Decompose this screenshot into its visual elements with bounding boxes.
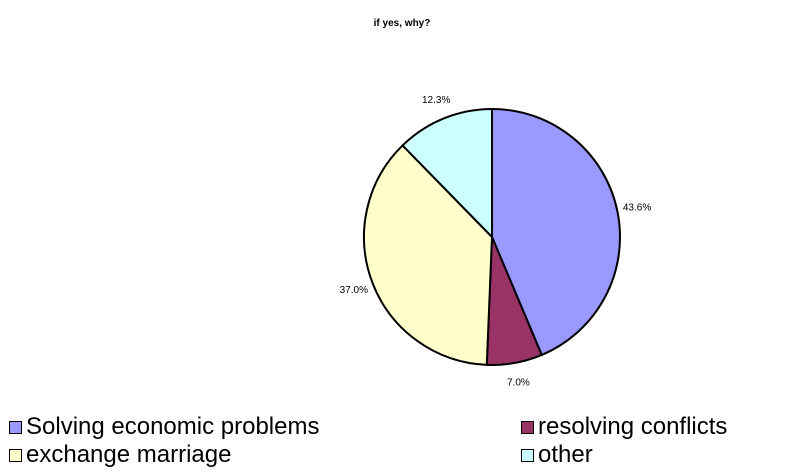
pie-slice-0 [491,107,621,357]
pie-slice-2 [363,144,494,366]
legend-swatch [521,448,534,462]
legend-label: resolving conflicts [538,413,728,440]
legend-item-solving-economic-problems: Solving economic problems [9,415,319,439]
chart-title: if yes, why? [373,18,431,29]
legend-swatch [9,420,22,434]
legend-item-exchange-marriage: exchange marriage [9,443,231,467]
legend-label: Solving economic problems [26,413,320,440]
legend-swatch [521,420,534,434]
pie-data-label-2: 37.0% [340,285,368,296]
pie-data-label-1: 7.0% [507,378,530,389]
legend-item-other: other [521,443,593,467]
pie-data-label-3: 12.3% [422,95,450,106]
legend-label: other [538,441,593,468]
legend-label: exchange marriage [26,441,232,468]
legend-item-resolving-conflicts: resolving conflicts [521,415,727,439]
legend-swatch [9,448,22,462]
pie-slice-3 [401,107,493,240]
pie-data-label-0: 43.6% [623,203,651,214]
